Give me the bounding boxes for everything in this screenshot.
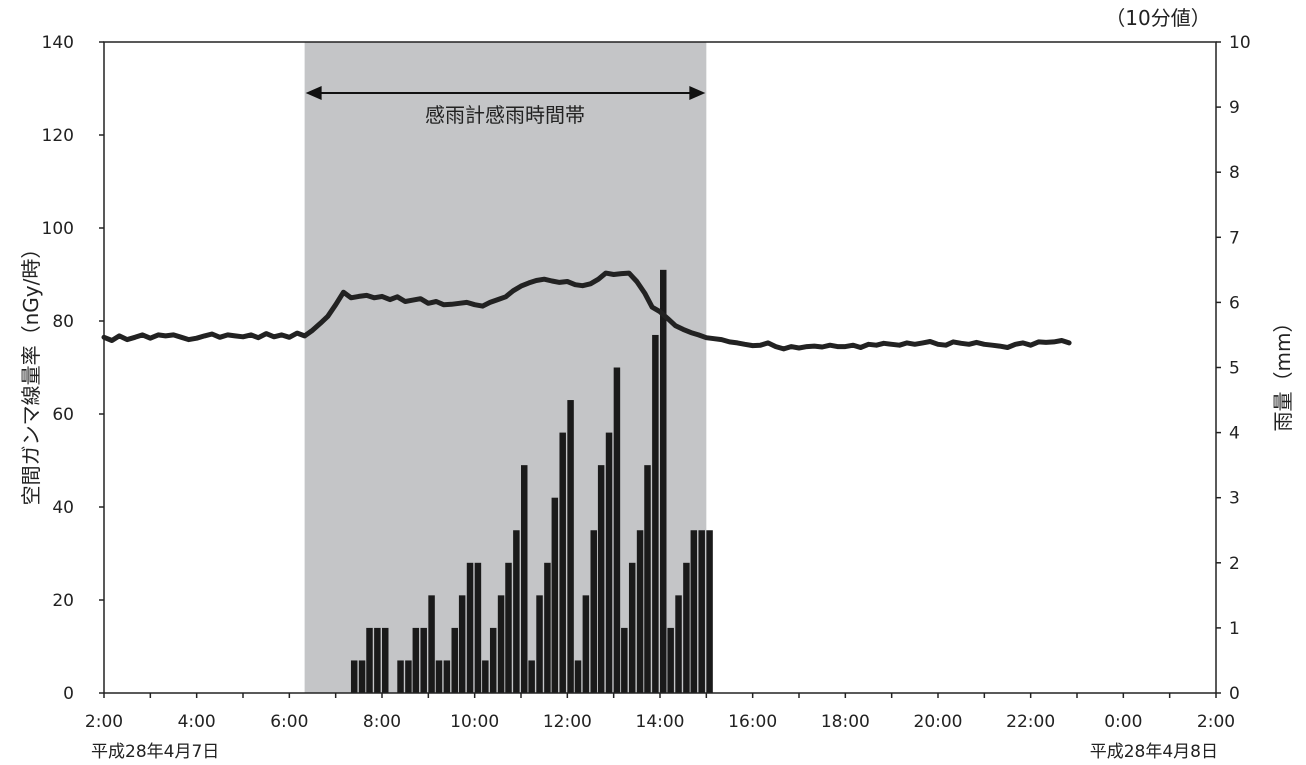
rainfall-bar xyxy=(528,660,535,693)
y-right-tick-label: 3 xyxy=(1229,489,1240,509)
x-tick-label: 0:00 xyxy=(1104,712,1142,732)
rainfall-bar xyxy=(443,660,451,693)
rainfall-bar xyxy=(513,530,520,693)
rainfall-bar xyxy=(497,595,505,693)
arrow-left-head xyxy=(305,86,322,100)
rainfall-bar xyxy=(652,334,659,693)
y-right-tick-label: 8 xyxy=(1229,163,1240,183)
rainfall-bar xyxy=(474,562,482,693)
x-tick-label: 2:00 xyxy=(85,712,123,732)
y-left-tick-label: 80 xyxy=(52,312,74,332)
x-tick-label: 22:00 xyxy=(1006,712,1055,732)
rainfall-bar xyxy=(451,627,458,693)
rainfall-bar xyxy=(435,660,443,693)
rainfall-bar xyxy=(374,627,381,693)
y-right-tick-label: 4 xyxy=(1229,424,1240,444)
y-right-tick-label: 5 xyxy=(1229,359,1240,379)
interval-note: （10分値） xyxy=(1105,6,1210,30)
y-right-tick-label: 10 xyxy=(1229,33,1251,53)
rainfall-bar xyxy=(574,660,582,693)
x-tick-label: 10:00 xyxy=(450,712,499,732)
rainfall-bar xyxy=(521,465,528,693)
rainfall-bar xyxy=(482,660,489,693)
arrow-right-head xyxy=(689,86,706,100)
rainfall-bar xyxy=(582,595,590,693)
rainfall-bar xyxy=(605,432,613,693)
y-left-tick-label: 100 xyxy=(42,219,74,239)
rain-band-label: 感雨計感雨時間帯 xyxy=(425,103,585,127)
rainfall-bar xyxy=(382,627,389,693)
y-right-tick-label: 6 xyxy=(1229,293,1240,313)
dose-rate-line xyxy=(101,270,1072,352)
y-right-tick-label: 1 xyxy=(1229,619,1240,639)
rainfall-bar xyxy=(621,627,628,693)
rainfall-bar xyxy=(505,562,512,693)
rainfall-bar xyxy=(551,497,559,693)
rainfall-bar xyxy=(397,660,404,693)
rainfall-bar xyxy=(667,627,674,693)
x-tick-label: 6:00 xyxy=(270,712,308,732)
rain-band-arrow xyxy=(305,86,706,100)
y-left-tick-label: 120 xyxy=(42,126,74,146)
y-right-tick-label: 2 xyxy=(1229,554,1240,574)
x-tick-label: 14:00 xyxy=(636,712,685,732)
rainfall-bar xyxy=(690,530,698,693)
rainfall-bar xyxy=(628,562,636,693)
rainfall-bar xyxy=(590,530,597,693)
rainfall-bar xyxy=(458,595,466,693)
y-left-tick-label: 140 xyxy=(42,33,74,53)
y-right-tick-label: 9 xyxy=(1229,98,1240,118)
rainfall-bar xyxy=(544,562,551,693)
rainfall-bar xyxy=(466,562,474,693)
y-right-tick-label: 0 xyxy=(1229,684,1240,704)
rainfall-bar xyxy=(489,627,497,693)
y-left-tick-label: 60 xyxy=(52,405,74,425)
rainfall-bar xyxy=(613,367,621,693)
rainfall-bar xyxy=(366,627,373,693)
x-tick-label: 20:00 xyxy=(914,712,963,732)
axis-ticks: 0 20 40 60 80 100 120 140 0 1 2 3 4 5 6 7 8 9 10 2:00 4:00 6:… xyxy=(42,33,1251,732)
rainfall-bar xyxy=(597,465,605,693)
rainfall-bar xyxy=(644,465,651,693)
end-date-label: 平成28年4月8日 xyxy=(1090,742,1218,762)
y-right-tick-label: 7 xyxy=(1229,228,1240,248)
rainfall-bar xyxy=(683,562,690,693)
rainfall-bar xyxy=(706,530,713,693)
rainfall-bar xyxy=(420,627,427,693)
y-left-tick-label: 0 xyxy=(63,684,74,704)
rainfall-bar xyxy=(358,660,366,693)
rainfall-bar xyxy=(559,432,566,693)
x-tick-label: 18:00 xyxy=(821,712,870,732)
rainfall-bar xyxy=(536,595,543,693)
rainfall-bar xyxy=(698,530,705,693)
x-tick-label: 12:00 xyxy=(543,712,592,732)
rainfall-bars xyxy=(350,269,713,693)
rainfall-bar xyxy=(567,400,574,693)
rainfall-bar xyxy=(405,660,412,693)
x-tick-label: 2:00 xyxy=(1197,712,1235,732)
rainfall-bar xyxy=(412,627,420,693)
x-tick-label: 16:00 xyxy=(728,712,777,732)
rainfall-bar xyxy=(660,269,667,693)
y-right-axis-label: 雨量（mm） xyxy=(1271,313,1295,432)
start-date-label: 平成28年4月7日 xyxy=(91,742,219,762)
y-left-tick-label: 20 xyxy=(52,591,74,611)
rainfall-bar xyxy=(675,595,682,693)
y-left-tick-label: 40 xyxy=(52,498,74,518)
rainfall-bar xyxy=(350,660,358,693)
rainfall-bar xyxy=(636,530,644,693)
rainfall-bar xyxy=(428,595,435,693)
x-tick-label: 4:00 xyxy=(178,712,216,732)
y-left-axis-label: 空間ガンマ線量率（nGy/時） xyxy=(19,239,43,506)
x-tick-label: 8:00 xyxy=(363,712,401,732)
